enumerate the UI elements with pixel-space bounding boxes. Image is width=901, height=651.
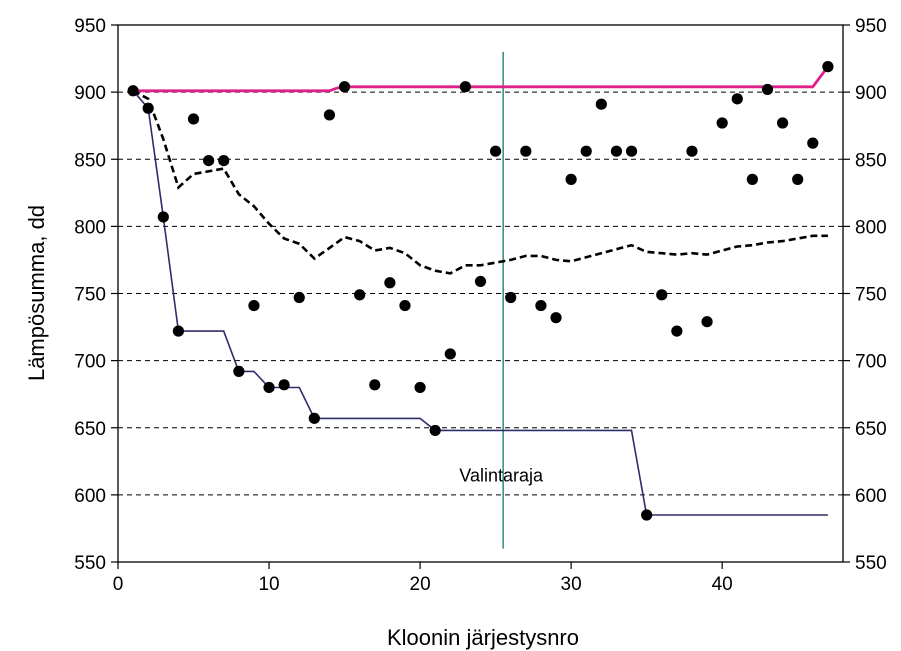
y-axis-left: 550 600 650 700 750 800 850 900 950 — [74, 16, 118, 574]
x-tick-label: 40 — [712, 574, 733, 595]
data-point — [143, 103, 154, 114]
y-tick-label-right: 900 — [855, 83, 887, 104]
data-point — [339, 81, 350, 92]
y-tick-label-right: 600 — [855, 486, 887, 507]
data-point — [701, 316, 712, 327]
data-point — [399, 300, 410, 311]
y-tick-label-right: 850 — [855, 150, 887, 171]
data-point — [626, 146, 637, 157]
max-line — [133, 67, 828, 91]
data-point — [671, 325, 682, 336]
data-point — [807, 138, 818, 149]
data-point — [460, 81, 471, 92]
grid-lines — [118, 92, 843, 495]
y-tick-label-left: 600 — [74, 486, 106, 507]
y-tick-label-left: 950 — [74, 16, 106, 37]
y-tick-label-left: 550 — [74, 553, 106, 574]
y-tick-label-left: 650 — [74, 419, 106, 440]
x-tick-label: 20 — [410, 574, 431, 595]
min-line — [133, 91, 828, 515]
data-point — [445, 348, 456, 359]
y-tick-label-left: 900 — [74, 83, 106, 104]
data-point — [777, 117, 788, 128]
data-point — [762, 84, 773, 95]
data-point — [747, 174, 758, 185]
data-point — [520, 146, 531, 157]
y-tick-label-right: 650 — [855, 419, 887, 440]
y-tick-label-right: 700 — [855, 352, 887, 373]
data-point — [233, 366, 244, 377]
data-point — [550, 312, 561, 323]
data-point — [822, 61, 833, 72]
data-point — [596, 99, 607, 110]
data-point — [535, 300, 546, 311]
threshold-label: Valintaraja — [459, 465, 544, 485]
y-tick-label-left: 750 — [74, 285, 106, 306]
y-axis-right: 550 600 650 700 750 800 850 900 950 — [843, 16, 887, 574]
data-point — [732, 93, 743, 104]
data-point — [218, 155, 229, 166]
x-tick-label: 30 — [561, 574, 582, 595]
x-axis-title: Kloonin järjestysnro — [387, 625, 579, 650]
data-point — [581, 146, 592, 157]
y-tick-label-left: 800 — [74, 217, 106, 238]
data-point — [430, 425, 441, 436]
data-point — [792, 174, 803, 185]
y-tick-label-right: 750 — [855, 285, 887, 306]
y-tick-label-right: 950 — [855, 16, 887, 37]
data-point — [173, 325, 184, 336]
data-point — [324, 109, 335, 120]
data-point — [686, 146, 697, 157]
y-tick-label-left: 850 — [74, 150, 106, 171]
data-points — [128, 61, 834, 521]
data-point — [611, 146, 622, 157]
data-point — [158, 211, 169, 222]
data-point — [384, 277, 395, 288]
data-point — [309, 413, 320, 424]
data-point — [656, 289, 667, 300]
data-point — [505, 292, 516, 303]
data-point — [414, 382, 425, 393]
y-tick-label-right: 550 — [855, 553, 887, 574]
data-point — [490, 146, 501, 157]
x-tick-label: 0 — [113, 574, 124, 595]
data-point — [279, 379, 290, 390]
data-point — [128, 85, 139, 96]
data-point — [369, 379, 380, 390]
data-point — [203, 155, 214, 166]
y-tick-label-left: 700 — [74, 352, 106, 373]
data-point — [263, 382, 274, 393]
data-point — [566, 174, 577, 185]
data-point — [294, 292, 305, 303]
data-point — [475, 276, 486, 287]
y-axis-title: Lämpösumma, dd — [24, 205, 49, 381]
data-point — [354, 289, 365, 300]
data-point — [717, 117, 728, 128]
x-tick-label: 10 — [258, 574, 279, 595]
data-point — [248, 300, 259, 311]
data-point — [641, 509, 652, 520]
y-tick-label-right: 800 — [855, 217, 887, 238]
x-axis: 0 10 20 30 40 — [113, 562, 733, 595]
data-point — [188, 113, 199, 124]
